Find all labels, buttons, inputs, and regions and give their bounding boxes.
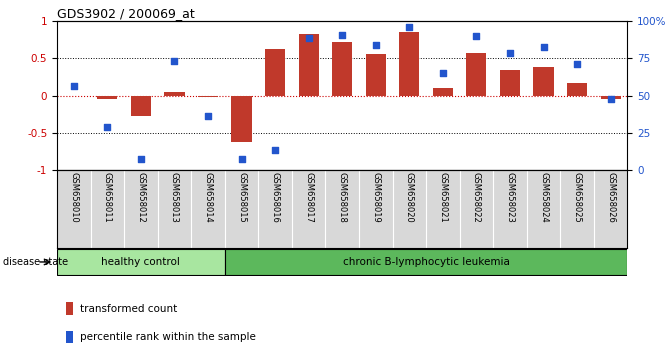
Text: GSM658024: GSM658024 (539, 172, 548, 223)
Bar (66, 331, 72, 343)
Bar (57, 249, 225, 275)
Point (136, 156, 146, 161)
Bar (567, 83, 587, 96)
Point (270, 147, 280, 153)
Text: GSM658019: GSM658019 (371, 172, 380, 223)
Bar (433, 88, 453, 96)
Text: GSM658012: GSM658012 (136, 172, 146, 223)
Text: GSM658018: GSM658018 (338, 172, 347, 223)
Text: transformed count: transformed count (80, 304, 177, 314)
Text: percentile rank within the sample: percentile rank within the sample (80, 332, 256, 342)
Point (303, 35, 314, 41)
Text: GSM658015: GSM658015 (237, 172, 246, 223)
Text: GSM658025: GSM658025 (572, 172, 582, 223)
Bar (198, 96, 218, 97)
Point (404, 24, 415, 30)
Bar (66, 302, 72, 315)
Text: GSM658022: GSM658022 (472, 172, 481, 223)
Bar (466, 53, 486, 96)
Text: GSM658017: GSM658017 (304, 172, 313, 223)
Point (236, 156, 247, 161)
Point (337, 33, 348, 38)
Bar (299, 34, 319, 96)
Bar (97, 96, 117, 99)
Bar (164, 92, 185, 96)
Text: GSM658020: GSM658020 (405, 172, 414, 223)
Point (572, 61, 582, 67)
Bar (265, 49, 285, 96)
Text: GSM658023: GSM658023 (505, 172, 515, 223)
Point (68, 83, 79, 89)
Point (370, 42, 381, 48)
Point (505, 50, 515, 56)
Text: GSM658026: GSM658026 (606, 172, 615, 223)
Point (437, 70, 448, 76)
Text: GDS3902 / 200069_at: GDS3902 / 200069_at (57, 7, 195, 20)
Bar (500, 69, 520, 96)
Point (203, 114, 213, 119)
Text: healthy control: healthy control (101, 257, 180, 267)
Text: GSM658013: GSM658013 (170, 172, 179, 223)
Text: disease state: disease state (3, 257, 68, 267)
Bar (366, 54, 386, 96)
Bar (332, 42, 352, 96)
Point (471, 33, 482, 39)
Point (605, 96, 616, 102)
Bar (231, 96, 252, 142)
Bar (131, 96, 151, 116)
Text: GSM658014: GSM658014 (203, 172, 213, 223)
Point (169, 58, 180, 63)
Bar (601, 96, 621, 99)
Bar (399, 33, 419, 96)
Text: GSM658010: GSM658010 (69, 172, 79, 223)
Point (538, 45, 549, 50)
Text: GSM658011: GSM658011 (103, 172, 112, 223)
Text: GSM658021: GSM658021 (438, 172, 448, 223)
Bar (533, 67, 554, 96)
Text: GSM658016: GSM658016 (270, 172, 280, 223)
Point (102, 124, 113, 130)
Text: chronic B-lymphocytic leukemia: chronic B-lymphocytic leukemia (343, 257, 509, 267)
Bar (225, 249, 627, 275)
